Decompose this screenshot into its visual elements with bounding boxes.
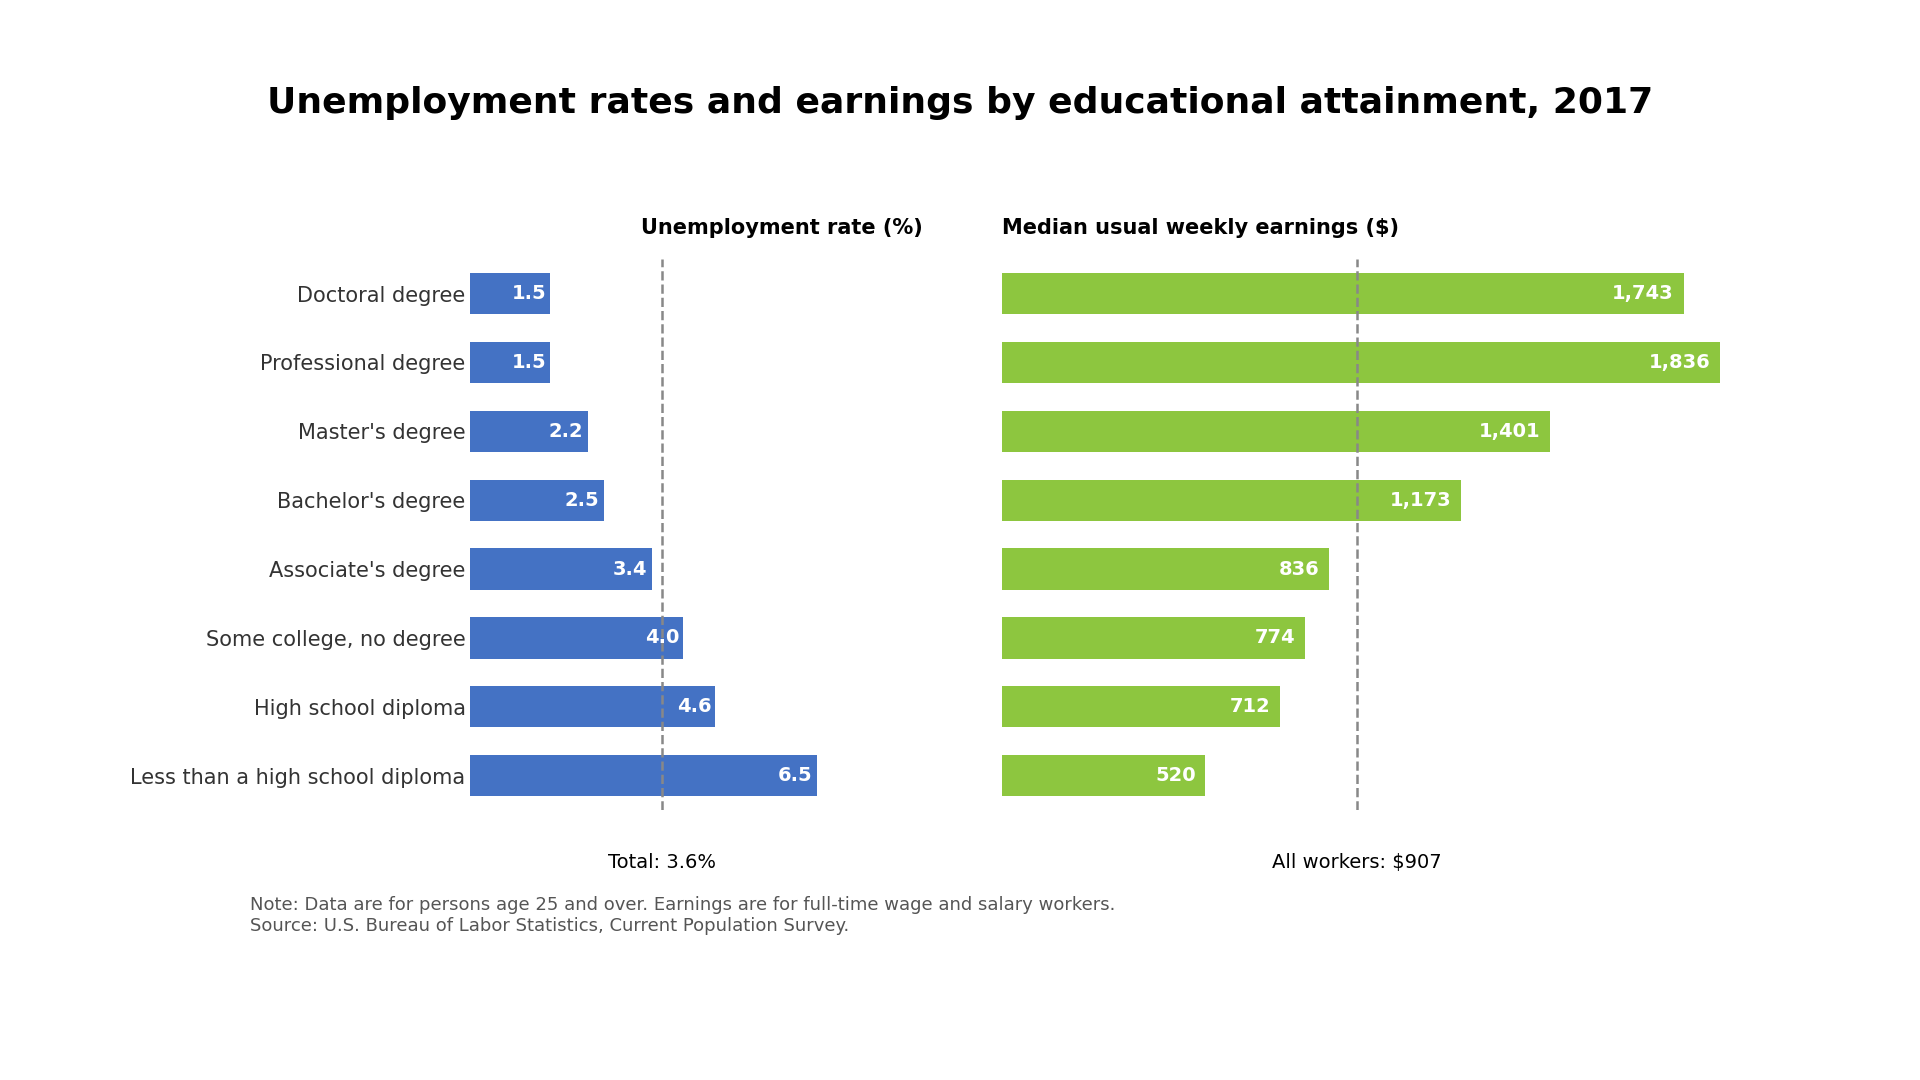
Bar (470, 617, 684, 659)
Text: 1,173: 1,173 (1390, 490, 1452, 510)
Bar (470, 341, 551, 383)
Text: Median usual weekly earnings ($): Median usual weekly earnings ($) (1002, 217, 1400, 238)
Text: 836: 836 (1279, 559, 1319, 579)
Bar (1002, 755, 1206, 796)
Bar (1002, 273, 1684, 314)
Text: 2.2: 2.2 (549, 422, 584, 441)
Text: 2.5: 2.5 (564, 490, 599, 510)
Bar (1002, 617, 1306, 659)
Text: 774: 774 (1254, 629, 1294, 647)
Bar (1002, 686, 1281, 728)
Text: 520: 520 (1156, 766, 1196, 785)
Text: 1,743: 1,743 (1613, 284, 1674, 303)
Bar (1002, 549, 1329, 590)
Text: Note: Data are for persons age 25 and over. Earnings are for full-time wage and : Note: Data are for persons age 25 and ov… (250, 896, 1116, 935)
Bar (470, 273, 551, 314)
Text: 1,836: 1,836 (1649, 353, 1711, 372)
Text: 6.5: 6.5 (778, 766, 812, 785)
Text: 1,401: 1,401 (1478, 422, 1540, 441)
Text: 4.6: 4.6 (676, 698, 710, 716)
Text: 1.5: 1.5 (511, 353, 545, 372)
Bar (470, 755, 816, 796)
Text: Unemployment rates and earnings by educational attainment, 2017: Unemployment rates and earnings by educa… (267, 86, 1653, 120)
Text: 712: 712 (1231, 698, 1271, 716)
Text: All workers: $907: All workers: $907 (1271, 853, 1442, 873)
Bar (470, 480, 603, 521)
Text: Unemployment rate (%): Unemployment rate (%) (641, 217, 924, 238)
Bar (470, 686, 716, 728)
Bar (1002, 410, 1549, 451)
Text: 1.5: 1.5 (511, 284, 545, 303)
Text: Total: 3.6%: Total: 3.6% (609, 853, 716, 873)
Bar (1002, 480, 1461, 521)
Text: 4.0: 4.0 (645, 629, 680, 647)
Bar (470, 410, 588, 451)
Text: 3.4: 3.4 (612, 559, 647, 579)
Bar (470, 549, 651, 590)
Bar (1002, 341, 1720, 383)
